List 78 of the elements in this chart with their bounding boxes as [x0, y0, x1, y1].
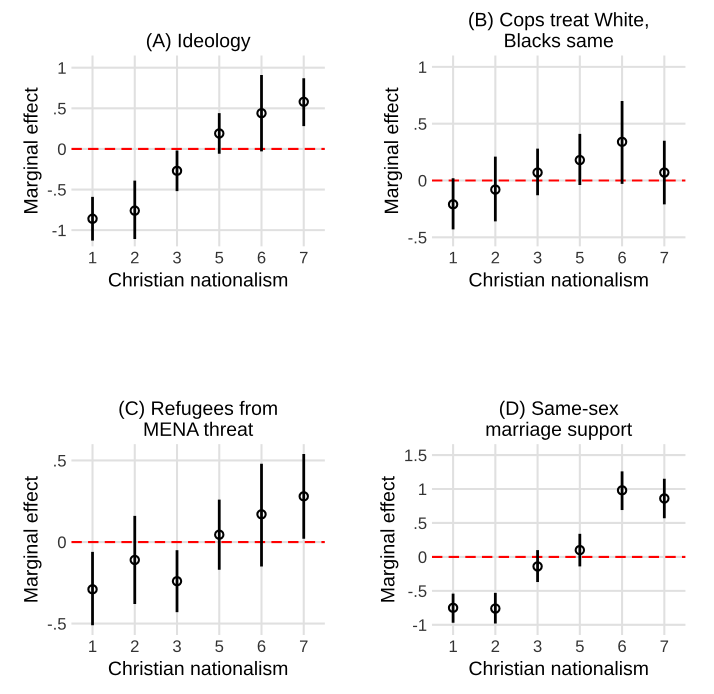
y-axis-title: Marginal effect [23, 87, 42, 213]
x-tick-label: 1 [89, 640, 96, 652]
y-axis-title: Marginal effect [380, 476, 398, 602]
point [448, 199, 458, 210]
x-tick-label: 2 [130, 252, 139, 264]
x-tick-label: 1 [450, 640, 457, 652]
x-tick-label: 3 [534, 640, 542, 652]
x-tick-label: 6 [258, 252, 266, 264]
point [532, 561, 543, 572]
point [298, 491, 309, 502]
y-tick-label: -.5 [408, 585, 426, 598]
y-tick-label: 1.5 [405, 450, 426, 462]
x-tick-label: 2 [492, 640, 500, 652]
point [574, 544, 586, 556]
y-tick-label: .5 [54, 102, 66, 115]
point [256, 108, 267, 118]
y-tick-label: .5 [414, 518, 426, 530]
point [87, 584, 98, 595]
x-tick-label: 2 [130, 640, 139, 652]
x-tick-label: 6 [618, 640, 626, 652]
x-tick-label: 1 [89, 252, 96, 264]
x-tick-label: 7 [300, 252, 308, 264]
point [448, 602, 458, 614]
y-tick-label: -.5 [48, 184, 66, 196]
y-axis-title: Marginal effect [23, 476, 42, 602]
point [87, 214, 98, 224]
point [214, 529, 224, 540]
chart-title: (C) Refugees from MENA threat [119, 400, 277, 436]
y-tick-label: -.5 [48, 618, 66, 630]
point [490, 603, 501, 614]
y-tick-label: 1 [419, 484, 426, 496]
chart-title: (D) Same-sex marriage support [486, 400, 632, 440]
x-tick-label: 5 [576, 252, 584, 264]
y-tick-label: 0 [418, 551, 426, 564]
x-tick-label: 5 [215, 640, 224, 652]
point [130, 205, 140, 216]
x-axis-title: Christian nationalism [108, 272, 288, 287]
y-tick-label: .5 [54, 455, 66, 467]
x-tick-label: 5 [215, 252, 224, 264]
y-tick-label: 1 [419, 61, 426, 73]
point [532, 167, 543, 178]
y-tick-label: -1 [413, 619, 426, 631]
point [490, 184, 501, 195]
x-tick-label: 3 [173, 640, 181, 652]
chart-title: (A) Ideology [146, 33, 251, 52]
y-tick-label: 1 [58, 62, 66, 74]
y-axis-title: Marginal effect [384, 87, 402, 213]
x-tick-label: 2 [492, 252, 500, 264]
x-tick-label: 6 [618, 252, 626, 264]
point [616, 136, 628, 148]
point [172, 576, 182, 586]
y-tick-label: 0 [58, 536, 66, 548]
chart-title: (B) Cops treat White, Blacks same [469, 12, 648, 48]
x-tick-label: 7 [660, 640, 668, 652]
point [214, 128, 224, 139]
x-tick-label: 1 [450, 252, 457, 264]
y-tick-label: .5 [414, 118, 426, 130]
x-axis-title: Christian nationalism [469, 660, 648, 676]
point [298, 96, 309, 108]
point [659, 167, 670, 178]
y-tick-label: 0 [58, 143, 66, 156]
y-tick-label: 0 [418, 174, 426, 187]
x-tick-label: 6 [258, 640, 266, 652]
point [574, 154, 586, 166]
x-tick-label: 3 [534, 252, 542, 264]
point [256, 509, 267, 520]
point [172, 166, 182, 176]
y-tick-label: -1 [52, 224, 66, 236]
x-tick-label: 3 [173, 252, 181, 264]
x-axis-title: Christian nationalism [108, 660, 288, 676]
x-tick-label: 5 [576, 640, 584, 652]
x-axis-title: Christian nationalism [469, 272, 648, 287]
point [130, 554, 140, 566]
x-tick-label: 7 [300, 640, 308, 652]
x-tick-label: 7 [660, 252, 668, 264]
y-tick-label: -.5 [408, 232, 426, 244]
point [659, 493, 670, 504]
point [616, 485, 628, 496]
